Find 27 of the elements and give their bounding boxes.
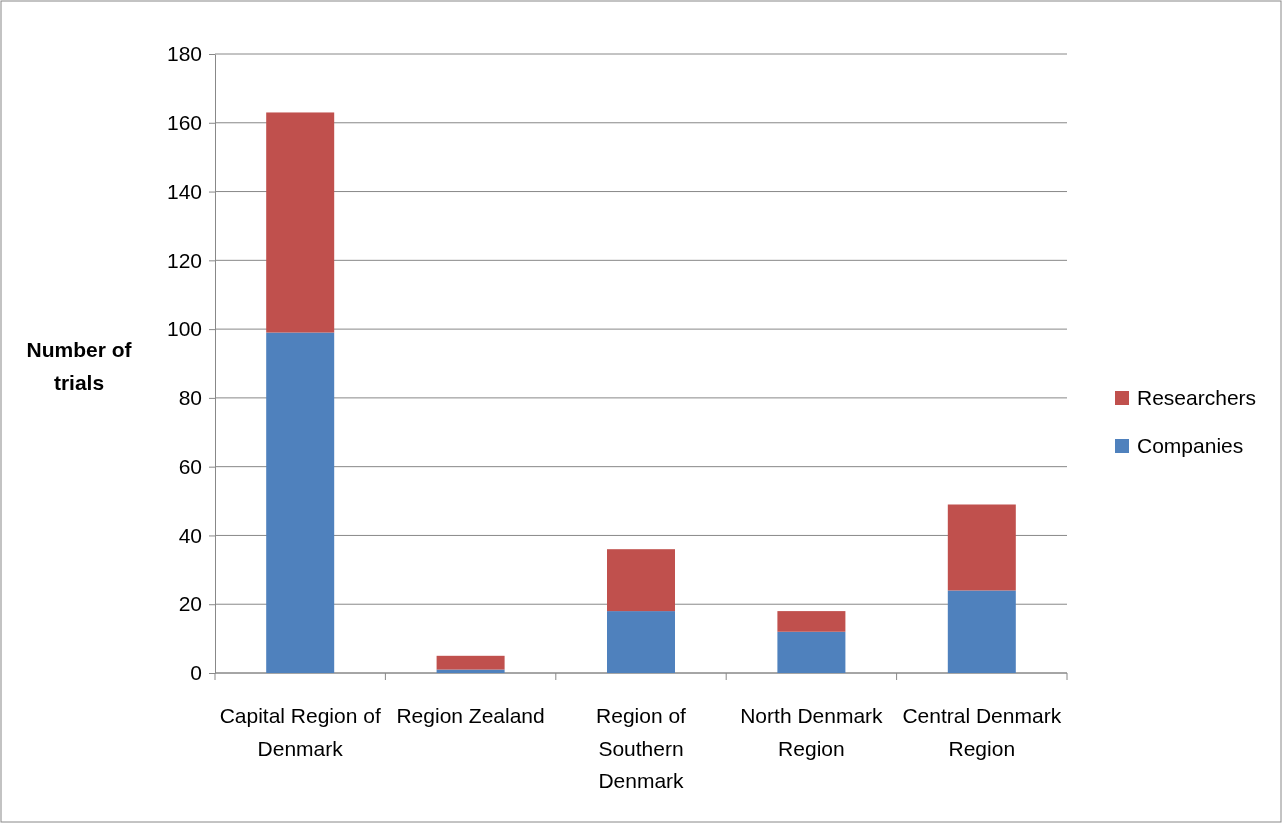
bar (777, 631, 846, 673)
y-tick-label: 100 (166, 317, 202, 341)
x-tick-label: Central Denmark Region (902, 704, 1062, 760)
bar (266, 112, 335, 333)
y-tick-label: 40 (178, 523, 202, 547)
legend-label: Researchers (1137, 386, 1257, 409)
y-tick-label: 140 (166, 179, 202, 203)
x-tick-label: North Denmark Region (740, 704, 884, 760)
y-tick-label: 20 (178, 592, 202, 616)
bar (947, 590, 1016, 673)
bar (947, 504, 1016, 591)
y-tick-label: 120 (166, 248, 202, 272)
y-tick-label: 160 (166, 111, 202, 134)
bar (607, 549, 675, 612)
bar (436, 655, 505, 670)
bar (266, 332, 335, 673)
x-tick-label: Region of Southern Denmark (596, 704, 687, 793)
y-tick-label: 180 (166, 42, 202, 66)
bar (777, 611, 846, 632)
y-tick-label: 0 (190, 661, 202, 685)
x-tick-label: Region Zealand (396, 704, 545, 727)
y-axis-title: Number of trials (26, 338, 133, 394)
x-tick-label: Capital Region of Denmark (219, 704, 381, 760)
y-tick-label: 80 (178, 386, 202, 410)
y-tick-label: 60 (178, 454, 202, 478)
bar (607, 611, 675, 673)
legend-label: Companies (1137, 434, 1244, 457)
